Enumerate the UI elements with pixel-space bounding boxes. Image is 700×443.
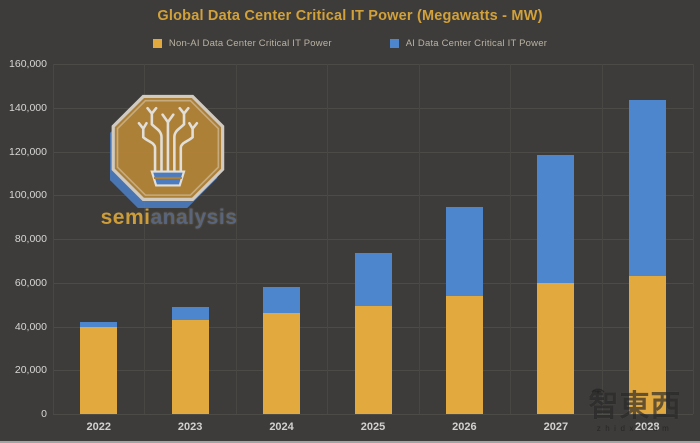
gridline-vertical	[53, 64, 54, 414]
gridline-horizontal	[53, 151, 693, 153]
bar-2027-ai	[537, 154, 575, 283]
x-axis-label: 2022	[86, 421, 111, 433]
x-axis-label: 2027	[543, 421, 569, 433]
gridline-horizontal	[53, 239, 693, 240]
y-axis-tick-label: 0	[41, 408, 47, 420]
gridline-horizontal	[53, 64, 693, 65]
legend-label-non-ai: Non-AI Data Center Critical IT Power	[168, 38, 332, 49]
y-axis-tick-label: 60,000	[14, 276, 47, 289]
gridline-vertical	[235, 64, 237, 414]
window-bottom-edge	[0, 441, 700, 443]
gridline-vertical	[510, 64, 512, 414]
bar-2026-non-ai	[445, 295, 483, 414]
plot-area: 2022 2023 2024 2025 2026 2027 2028	[53, 64, 694, 433]
bar-2025-non-ai	[354, 305, 392, 414]
x-axis-label: 2025	[360, 421, 386, 433]
y-axis-tick-label: 100,000	[9, 189, 47, 202]
chart-title: Global Data Center Critical IT Power (Me…	[157, 8, 543, 24]
gridline-vertical	[693, 64, 694, 414]
gridline-vertical	[601, 64, 603, 414]
gridline-horizontal	[53, 195, 693, 197]
legend-item-non-ai: Non-AI Data Center Critical IT Power	[152, 38, 332, 49]
bar-2028-non-ai	[628, 276, 666, 414]
legend-label-ai: AI Data Center Critical IT Power	[405, 38, 548, 49]
legend-item-ai: AI Data Center Critical IT Power	[389, 38, 548, 49]
y-axis-tick-label: 140,000	[9, 101, 47, 114]
bar-2023-non-ai	[171, 319, 209, 414]
y-axis-tick-label: 160,000	[9, 58, 47, 70]
gridline-vertical	[144, 64, 146, 414]
gridline-vertical	[418, 64, 420, 414]
y-axis-tick-label: 120,000	[9, 145, 47, 158]
bar-2025-ai	[354, 253, 392, 306]
legend-swatch-non-ai-icon	[152, 39, 162, 48]
y-axis-tick-label: 80,000	[14, 233, 47, 245]
bar-2022-ai	[80, 322, 118, 327]
x-axis-label: 2023	[177, 421, 203, 433]
gridline-vertical	[327, 64, 329, 414]
legend-swatch-ai-icon	[389, 39, 399, 48]
bar-2024-non-ai	[263, 313, 301, 414]
bar-2022-non-ai	[80, 326, 118, 414]
x-axis-label: 2028	[635, 421, 660, 433]
bar-2028-ai	[628, 100, 666, 277]
x-axis-label: 2026	[452, 421, 477, 433]
y-axis-tick-label: 40,000	[14, 320, 47, 333]
bar-2024-ai	[263, 287, 301, 314]
bar-2023-ai	[171, 306, 209, 320]
y-axis-tick-label: 20,000	[14, 364, 47, 377]
gridline-horizontal	[53, 414, 693, 415]
bar-2026-ai	[445, 207, 483, 296]
gridline-horizontal	[53, 107, 693, 109]
chart-legend: Non-AI Data Center Critical IT Power AI …	[0, 38, 700, 49]
x-axis-label: 2024	[269, 421, 294, 433]
bar-2027-non-ai	[537, 282, 575, 414]
